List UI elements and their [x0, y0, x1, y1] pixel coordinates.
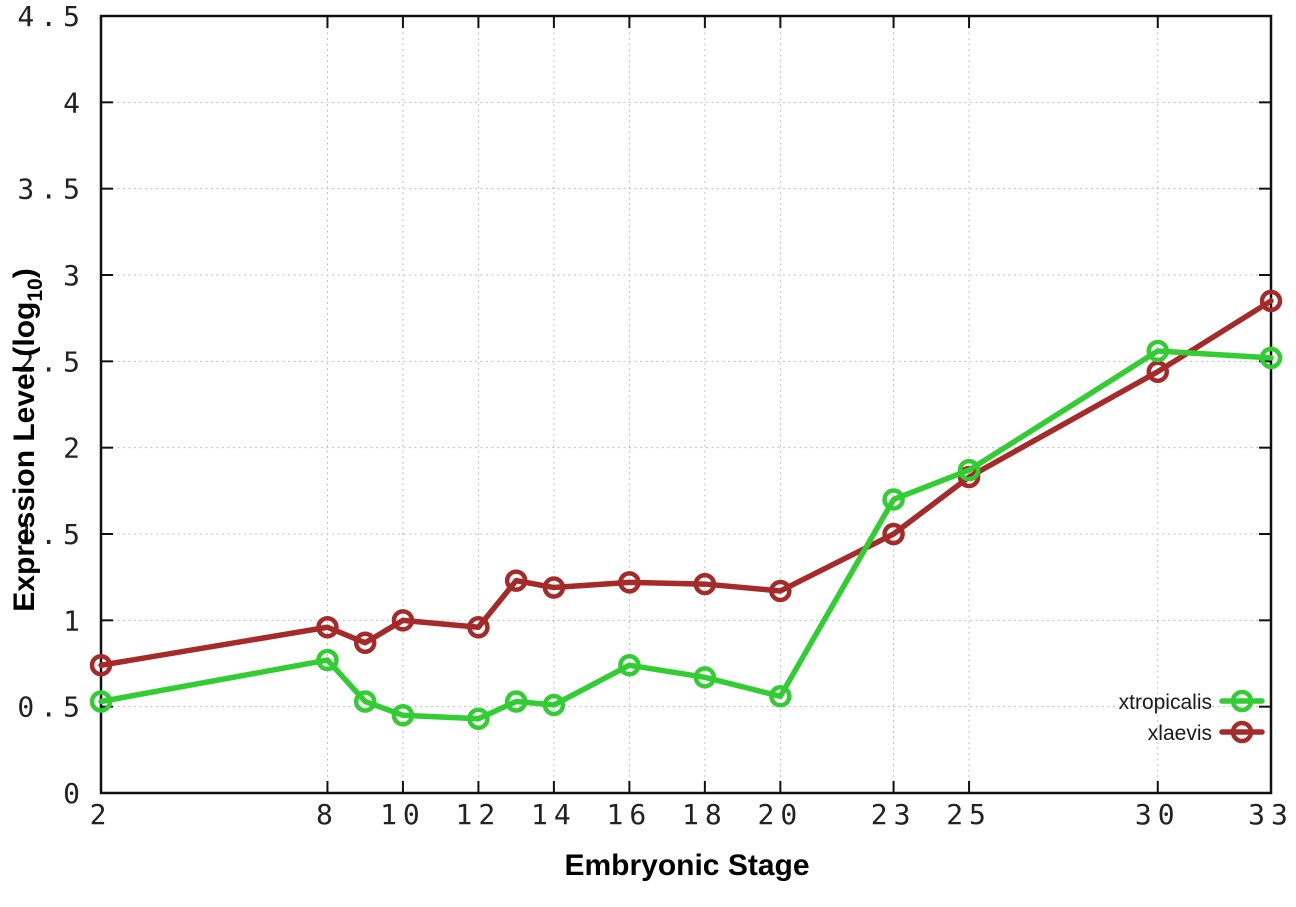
legend-item-xlaevis: xlaevis: [1148, 722, 1212, 745]
x-tick-label: 20: [757, 798, 803, 831]
legend-sample-xlaevis: [1219, 720, 1265, 744]
data-series: [89, 289, 1283, 731]
x-tick-label: 23: [871, 798, 917, 831]
x-tick-label: 16: [607, 798, 653, 831]
x-tick-label: 25: [946, 798, 992, 831]
data-point-xtropicalis: [316, 648, 339, 672]
y-tick-label: 3: [63, 259, 86, 292]
data-point-xlaevis: [769, 579, 792, 603]
x-tick-label: 33: [1248, 798, 1294, 831]
data-point-xlaevis: [89, 653, 113, 677]
x-axis-title: Embryonic Stage: [564, 849, 809, 882]
data-point-xlaevis: [316, 615, 339, 639]
data-point-xlaevis: [882, 522, 905, 546]
data-point-xlaevis: [391, 609, 415, 632]
data-point-xlaevis: [1259, 289, 1283, 313]
y-tick-label: 4.5: [17, 0, 86, 33]
data-point-xtropicalis: [542, 693, 566, 717]
data-point-xtropicalis: [693, 666, 717, 689]
legend-sample-marker: [1230, 689, 1254, 713]
legend-label-xlaevis: xlaevis: [1148, 722, 1212, 745]
data-point-xlaevis: [467, 615, 490, 639]
y-tick-label: 0: [63, 777, 86, 810]
y-axis-title-end: ): [8, 268, 41, 278]
axis-ticks: [100, 15, 1272, 794]
y-tick-label: 1: [63, 604, 86, 637]
y-tick-label: 1.5: [17, 518, 86, 551]
y-tick-label: 2.5: [17, 345, 86, 378]
series-line-xtropicalis: [98, 348, 1274, 722]
data-point-xtropicalis: [504, 690, 528, 713]
data-point-xtropicalis: [1146, 339, 1170, 363]
data-point-xlaevis: [504, 569, 528, 592]
data-point-xtropicalis: [769, 685, 792, 708]
x-tick-label: 12: [456, 798, 502, 831]
plot-border: [99, 14, 1273, 795]
y-tick-label: 3.5: [17, 173, 86, 206]
y-axis-title: Expression Level (log10): [8, 268, 47, 611]
legend-samples: [1219, 689, 1265, 744]
data-point-xtropicalis: [882, 488, 905, 511]
data-point-xlaevis: [353, 631, 377, 655]
y-tick-label: 0.5: [17, 691, 86, 724]
series-xtropicalis: [89, 339, 1283, 731]
legend-sample-marker: [1230, 720, 1254, 744]
data-point-xlaevis: [1146, 360, 1170, 383]
x-tick-label: 18: [682, 798, 728, 831]
x-tick-label: 2: [90, 798, 113, 831]
x-tick-label: 8: [316, 798, 339, 831]
y-axis-title-main: Expression Level (log: [8, 302, 41, 612]
data-point-xtropicalis: [1259, 346, 1283, 370]
data-point-xtropicalis: [353, 690, 377, 713]
data-point-xlaevis: [618, 571, 641, 594]
x-tick-label: 14: [531, 798, 577, 831]
data-point-xtropicalis: [391, 704, 415, 727]
x-tick-label: 30: [1135, 798, 1181, 831]
x-tick-labels: 2 8 10 12 14 16 18 20 23 25 30 33: [90, 798, 1294, 831]
data-point-xlaevis: [542, 576, 566, 599]
gridlines: [101, 16, 1271, 793]
legend-sample-xtropicalis: [1219, 689, 1265, 713]
data-point-xtropicalis: [89, 690, 113, 713]
series-xlaevis: [89, 289, 1283, 677]
legend-item-xtropicalis: xtropicalis: [1119, 691, 1212, 714]
data-point-xtropicalis: [467, 707, 490, 731]
y-tick-labels: 0 0.5 1 1.5 2 2.5 3 3.5 4 4.5: [17, 0, 86, 810]
legend: xtropicalis xlaevis: [1119, 689, 1265, 745]
y-tick-label: 2: [63, 432, 86, 465]
data-point-xtropicalis: [618, 653, 641, 677]
x-tick-label: 10: [380, 798, 426, 831]
data-point-xtropicalis: [957, 458, 981, 482]
series-line-xlaevis: [98, 298, 1274, 668]
y-axis-title-subscript: 10: [24, 278, 47, 301]
y-tick-label: 4: [63, 86, 86, 119]
legend-label-xtropicalis: xtropicalis: [1119, 691, 1212, 714]
data-point-xlaevis: [693, 572, 717, 596]
